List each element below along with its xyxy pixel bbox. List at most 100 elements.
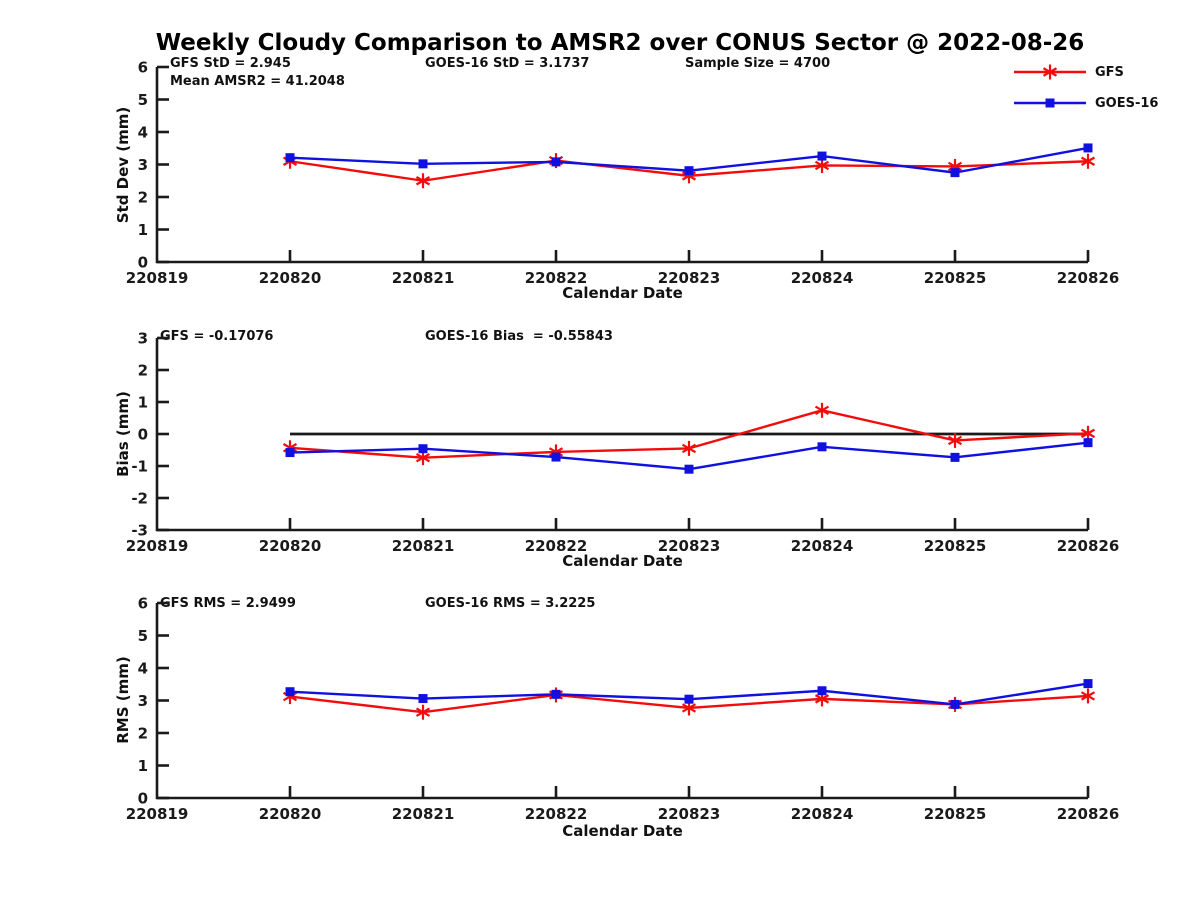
y-tick-label: 1 bbox=[138, 394, 148, 412]
x-tick-label: 220826 bbox=[1057, 537, 1120, 555]
asterisk-marker bbox=[947, 432, 963, 448]
y-tick-label: 0 bbox=[138, 254, 148, 272]
asterisk-marker bbox=[415, 173, 431, 189]
x-tick-label: 220823 bbox=[658, 269, 721, 287]
x-tick-label: 220823 bbox=[658, 537, 721, 555]
asterisk-marker bbox=[681, 440, 697, 456]
asterisk-spoke bbox=[681, 443, 697, 454]
annotation-goes-bias: GOES-16 Bias = -0.55843 bbox=[425, 329, 613, 344]
square-marker bbox=[418, 444, 428, 454]
x-axis-label-1: Calendar Date bbox=[562, 284, 683, 302]
x-tick-label: 220821 bbox=[392, 269, 455, 287]
asterisk-spoke bbox=[814, 405, 830, 416]
square-marker bbox=[1083, 679, 1093, 689]
x-tick-label: 220823 bbox=[658, 805, 721, 823]
subplot-1: 0 1 2 3 4 5 6 220819 220820 220821 220822 220823 220… bbox=[126, 59, 1120, 288]
x-tick-label: 220825 bbox=[924, 805, 987, 823]
y-tick-label: 4 bbox=[138, 124, 148, 142]
asterisk-spoke bbox=[681, 703, 697, 713]
square-marker bbox=[950, 452, 960, 462]
y-tick-label: 2 bbox=[138, 362, 148, 380]
x-tick-label: 220826 bbox=[1057, 269, 1120, 287]
annotation-sample-size: Sample Size = 4700 bbox=[685, 56, 831, 71]
y-tick-label: 1 bbox=[138, 757, 148, 775]
y-tick-label: 2 bbox=[138, 725, 148, 743]
square-marker bbox=[418, 159, 428, 169]
asterisk-marker bbox=[814, 402, 830, 418]
x-tick-label: 220820 bbox=[259, 269, 322, 287]
goes16-line-sample-icon bbox=[1014, 98, 1086, 108]
square-marker bbox=[817, 442, 827, 452]
subplot-2: -3 -2 -1 0 1 2 3 220819 220820 220821 220822 220823… bbox=[126, 330, 1120, 556]
annotation-goes-rms: GOES-16 RMS = 3.2225 bbox=[425, 596, 596, 611]
y-tick-label: 6 bbox=[138, 59, 148, 77]
figure-title: Weekly Cloudy Comparison to AMSR2 over C… bbox=[155, 30, 1085, 56]
asterisk-spoke bbox=[1080, 691, 1096, 701]
x-tick-label: 220826 bbox=[1057, 805, 1120, 823]
x-tick-label: 220821 bbox=[392, 537, 455, 555]
square-marker bbox=[817, 686, 827, 696]
x-axis-label-2: Calendar Date bbox=[562, 552, 683, 570]
subplot-3: 0 1 2 3 4 5 6 220819 220820 220821 220822 220823 220… bbox=[126, 595, 1120, 824]
legend-label-goes16: GOES-16 bbox=[1095, 95, 1159, 111]
y-tick-label: 0 bbox=[138, 790, 148, 808]
asterisk-spoke bbox=[1080, 428, 1096, 439]
x-tick-label: 220822 bbox=[525, 805, 588, 823]
square-marker bbox=[551, 157, 561, 167]
gfs-line-sample-icon bbox=[1014, 64, 1086, 80]
x-tick-label: 220824 bbox=[791, 805, 854, 823]
annotation-gfs-bias: GFS = -0.17076 bbox=[160, 329, 274, 344]
x-tick-label: 220820 bbox=[259, 805, 322, 823]
asterisk-spoke bbox=[1080, 156, 1096, 166]
x-tick-label: 220819 bbox=[126, 269, 189, 287]
y-tick-label: 3 bbox=[138, 156, 148, 174]
x-tick-label: 220819 bbox=[126, 537, 189, 555]
square-marker bbox=[551, 452, 561, 462]
square-marker bbox=[285, 448, 295, 458]
asterisk-spoke bbox=[814, 160, 830, 171]
asterisk-spoke bbox=[415, 707, 431, 717]
square-marker bbox=[1083, 438, 1093, 448]
annotation-mean-amsr2: Mean AMSR2 = 41.2048 bbox=[170, 74, 345, 89]
square-marker bbox=[285, 687, 295, 697]
x-tick-label: 220821 bbox=[392, 805, 455, 823]
square-marker bbox=[285, 153, 295, 163]
y-tick-label: 2 bbox=[138, 189, 148, 207]
x-tick-label: 220825 bbox=[924, 269, 987, 287]
legend-entry-gfs: GFS bbox=[1012, 62, 1158, 82]
x-tick-label: 220825 bbox=[924, 537, 987, 555]
asterisk-marker bbox=[1080, 153, 1096, 169]
x-tick-label: 220824 bbox=[791, 537, 854, 555]
y-tick-label: -1 bbox=[131, 458, 148, 476]
x-tick-label: 220822 bbox=[525, 269, 588, 287]
square-marker bbox=[950, 168, 960, 178]
legend: GFS GOES-16 bbox=[1012, 62, 1158, 124]
legend-label-gfs: GFS bbox=[1095, 64, 1124, 80]
x-tick-label: 220822 bbox=[525, 537, 588, 555]
y-tick-label: 0 bbox=[138, 426, 148, 444]
y-tick-label: 5 bbox=[138, 627, 148, 645]
square-marker bbox=[950, 699, 960, 709]
annotation-goes-std: GOES-16 StD = 3.1737 bbox=[425, 56, 590, 71]
square-marker bbox=[684, 694, 694, 704]
legend-entry-goes16: GOES-16 bbox=[1012, 93, 1158, 113]
asterisk-marker bbox=[1080, 688, 1096, 704]
asterisk-spoke bbox=[947, 435, 963, 446]
x-tick-label: 220819 bbox=[126, 805, 189, 823]
asterisk-marker bbox=[415, 704, 431, 720]
square-marker bbox=[418, 694, 428, 704]
x-axis-label-3: Calendar Date bbox=[562, 822, 683, 840]
y-tick-label: 1 bbox=[138, 221, 148, 239]
square-marker bbox=[1083, 143, 1093, 153]
y-tick-label: 3 bbox=[138, 692, 148, 710]
square-marker bbox=[551, 689, 561, 699]
y-tick-label: -3 bbox=[131, 522, 148, 540]
y-tick-label: 4 bbox=[138, 660, 148, 678]
asterisk-spoke bbox=[814, 694, 830, 704]
annotation-gfs-std: GFS StD = 2.945 bbox=[170, 56, 291, 71]
square-marker bbox=[684, 166, 694, 176]
x-tick-label: 220820 bbox=[259, 537, 322, 555]
asterisk-spoke bbox=[415, 452, 431, 463]
